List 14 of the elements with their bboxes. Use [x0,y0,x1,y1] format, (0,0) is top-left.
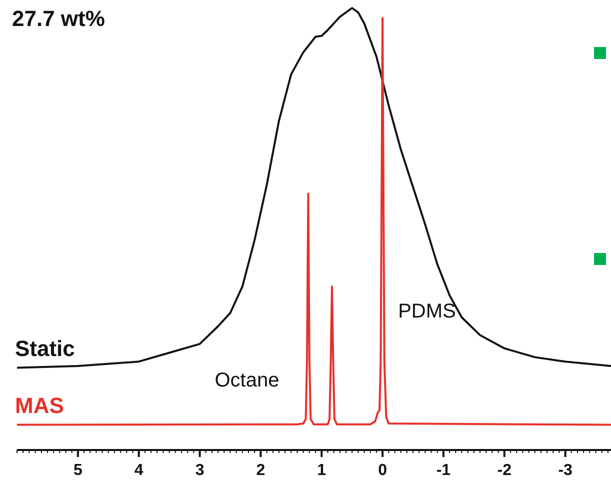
x-tick-label: 1 [317,462,326,479]
x-tick-label: 2 [256,462,266,479]
chart-title: 27.7 wt% [12,6,105,31]
x-tick-label: 4 [134,462,144,479]
x-tick-label: -1 [436,462,451,479]
x-tick-label: -2 [497,462,512,479]
series-label: Static [15,336,75,361]
x-tick-label: 5 [73,462,82,479]
x-tick-label: -3 [558,462,573,479]
x-tick-label: 0 [378,462,388,479]
annotation: Octane [214,369,280,392]
annotation: PDMS [398,300,456,322]
series-label: MAS [15,392,64,418]
x-tick-label: 3 [195,462,204,479]
